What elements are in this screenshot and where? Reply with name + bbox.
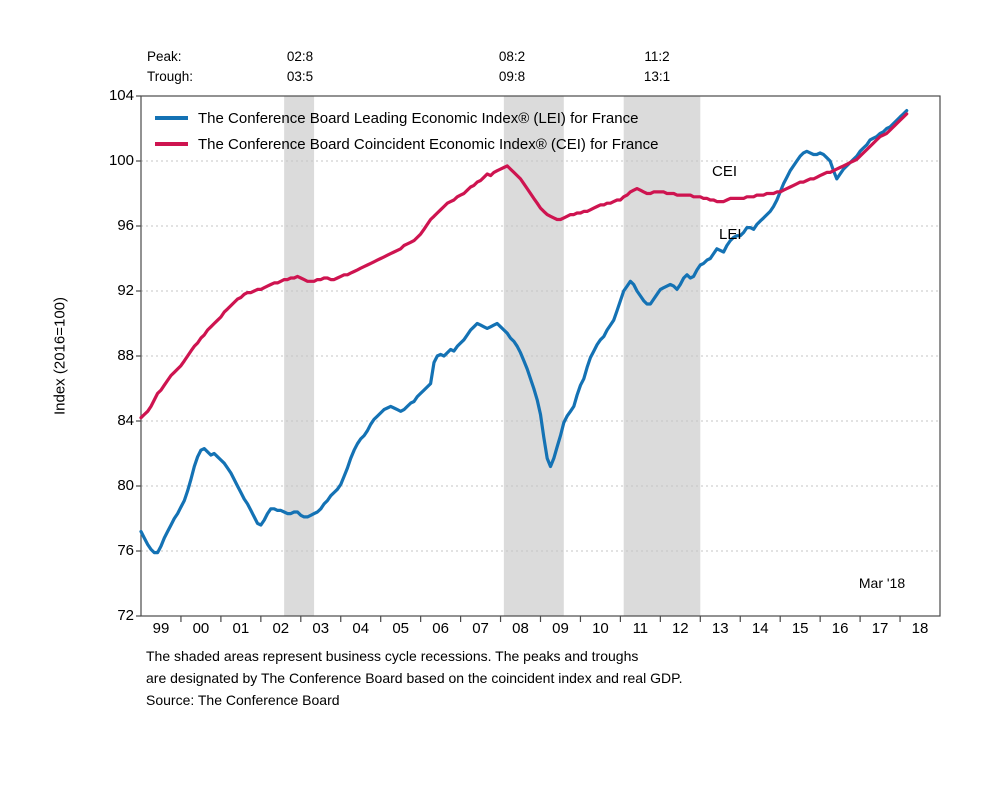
x-tick-label: 16 [831, 620, 849, 637]
legend-label-cei: The Conference Board Coincident Economic… [198, 135, 659, 153]
legend-item-cei: The Conference Board Coincident Economic… [155, 135, 658, 153]
footnote-line-3: Source: The Conference Board [146, 692, 340, 708]
x-tick-label: 10 [592, 620, 609, 637]
footnote-line-1: The shaded areas represent business cycl… [146, 648, 639, 664]
legend-label-lei: The Conference Board Leading Economic In… [198, 109, 639, 127]
x-tick-label: 11 [632, 620, 649, 637]
peak-row-label: Peak: [147, 49, 182, 64]
legend-item-lei: The Conference Board Leading Economic In… [155, 109, 638, 127]
y-tick-label: 100 [108, 152, 134, 169]
recession-band [284, 96, 315, 616]
x-tick-label: 07 [472, 620, 489, 637]
lei-line-swatch [155, 116, 188, 120]
y-tick-label: 80 [117, 477, 134, 494]
trough-value-1: 03:5 [286, 69, 314, 84]
footnote-line-2: are designated by The Conference Board b… [146, 670, 683, 686]
recession-band [503, 96, 564, 616]
trough-value-3: 13:1 [643, 69, 671, 84]
peak-value-3: 11:2 [644, 49, 670, 64]
x-tick-label: 13 [711, 620, 729, 637]
y-tick-label: 92 [117, 282, 134, 299]
y-tick-label: 72 [117, 607, 134, 624]
lei-line [139, 108, 909, 555]
x-tick-label: 09 [552, 620, 569, 637]
lei-series-label: LEI [719, 226, 742, 243]
peak-value-1: 02:8 [286, 49, 314, 64]
y-tick-label: 96 [117, 217, 134, 234]
x-tick-label: 15 [791, 620, 809, 637]
x-tick-label: 06 [432, 620, 449, 637]
cei-line [139, 112, 909, 420]
y-tick-label: 76 [117, 542, 134, 559]
x-tick-label: 05 [392, 620, 410, 637]
x-tick-label: 17 [871, 620, 889, 637]
x-tick-label: 04 [352, 620, 370, 637]
cei-series-label: CEI [712, 163, 738, 180]
plot-border [140, 95, 941, 617]
x-tick-label: 01 [232, 620, 250, 637]
trough-value-2: 09:8 [498, 69, 526, 84]
x-tick-label: 03 [312, 620, 330, 637]
x-tick-label: 12 [671, 620, 689, 637]
y-tick-label: 84 [117, 412, 134, 429]
y-tick-label: 104 [108, 87, 134, 104]
trough-row-label: Trough: [147, 69, 194, 84]
x-tick-label: 00 [192, 620, 210, 637]
cei-line-swatch [155, 142, 188, 146]
x-tick-label: 99 [152, 620, 170, 637]
x-tick-label: 02 [272, 620, 290, 637]
y-tick-label: 88 [117, 347, 134, 364]
x-tick-label: 14 [751, 620, 769, 637]
peak-value-2: 08:2 [498, 49, 526, 64]
x-tick-label: 18 [911, 620, 929, 637]
x-tick-label: 08 [512, 620, 529, 637]
last-point-annotation: Mar '18 [858, 575, 906, 591]
